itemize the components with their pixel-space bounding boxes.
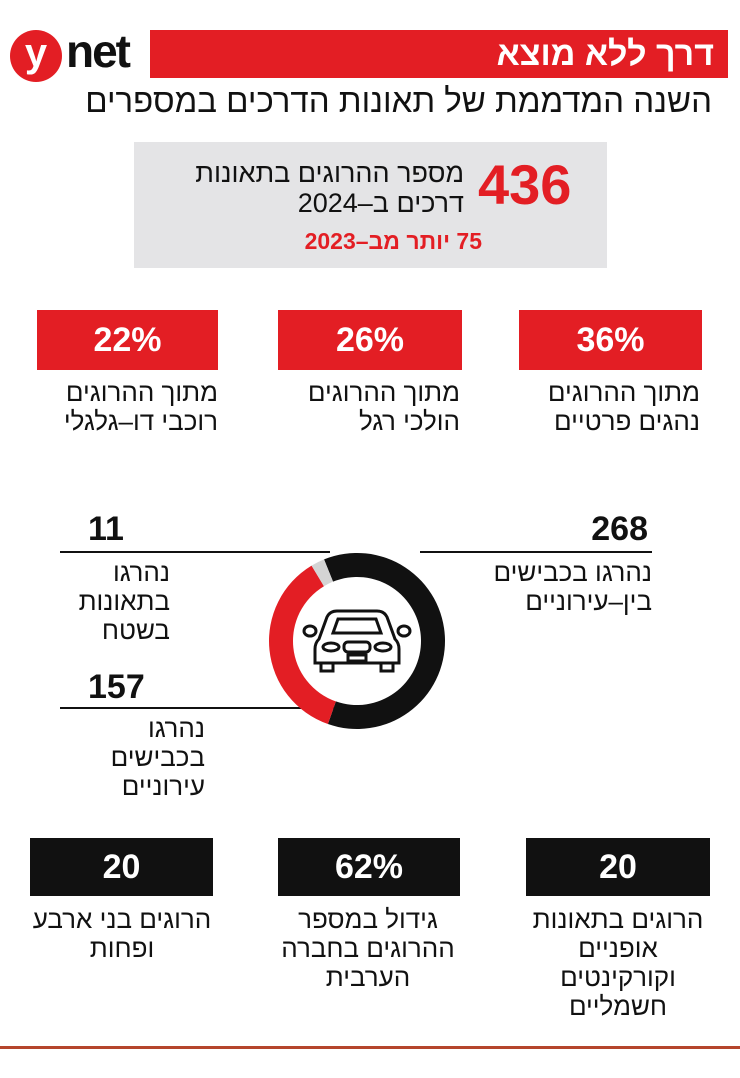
leader-line-268 xyxy=(420,551,652,553)
stat-two-wheelers-label: מתוך ההרוגים רוכבי דו–גלגלי xyxy=(63,377,218,436)
total-deaths-label: מספר ההרוגים בתאונות דרכים ב–2024 xyxy=(195,158,464,218)
leader-line-11 xyxy=(60,551,330,553)
car-icon xyxy=(302,609,412,673)
stat-arab-society-value: 62% xyxy=(278,838,460,896)
label-text-268: נהרגו בכבישים בין–עירוניים xyxy=(493,557,652,616)
label-text-11: נהרגו בתאונות בשטח xyxy=(78,557,170,645)
total-deaths: 436 xyxy=(478,153,572,216)
label-value-157: 157 xyxy=(88,668,145,706)
subtitle: השנה המדממת של תאונות הדרכים במספרים xyxy=(85,82,712,119)
label-text-157: נהרגו בכבישים עירוניים xyxy=(110,713,205,801)
bottom-rule xyxy=(0,1046,740,1049)
stat-arab-society-label: גידול במספר ההרוגים בחברה הערבית xyxy=(281,904,455,992)
ynet-logo-mark: y xyxy=(10,30,62,82)
donut-chart xyxy=(269,553,445,729)
stat-pedestrians-value: 26% xyxy=(278,310,462,370)
stat-private-drivers-label: מתוך ההרוגים נהגים פרטיים xyxy=(547,377,700,436)
stat-private-drivers-value: 36% xyxy=(519,310,702,370)
leader-line-157 xyxy=(60,707,345,709)
stat-children-value: 20 xyxy=(30,838,213,896)
stat-scooters-label: הרוגים בתאונות אופניים וקורקינטים חשמליי… xyxy=(532,904,704,1021)
yoy-change: 75 יותר מב–2023 xyxy=(304,228,482,254)
donut-slice-11 xyxy=(311,559,334,587)
stat-children-label: הרוגים בני ארבע ופחות xyxy=(32,904,212,963)
title-bar: דרך ללא מוצא xyxy=(150,30,728,78)
label-value-268: 268 xyxy=(591,510,648,548)
summary-box xyxy=(134,142,607,268)
donut-slice-157 xyxy=(269,565,336,725)
ynet-logo-text: net xyxy=(66,25,131,77)
stat-pedestrians-label: מתוך ההרוגים הולכי רגל xyxy=(307,377,460,436)
stat-scooters-value: 20 xyxy=(526,838,710,896)
label-value-11: 11 xyxy=(88,510,124,548)
donut-slice-268 xyxy=(324,553,445,729)
stat-two-wheelers-value: 22% xyxy=(37,310,218,370)
